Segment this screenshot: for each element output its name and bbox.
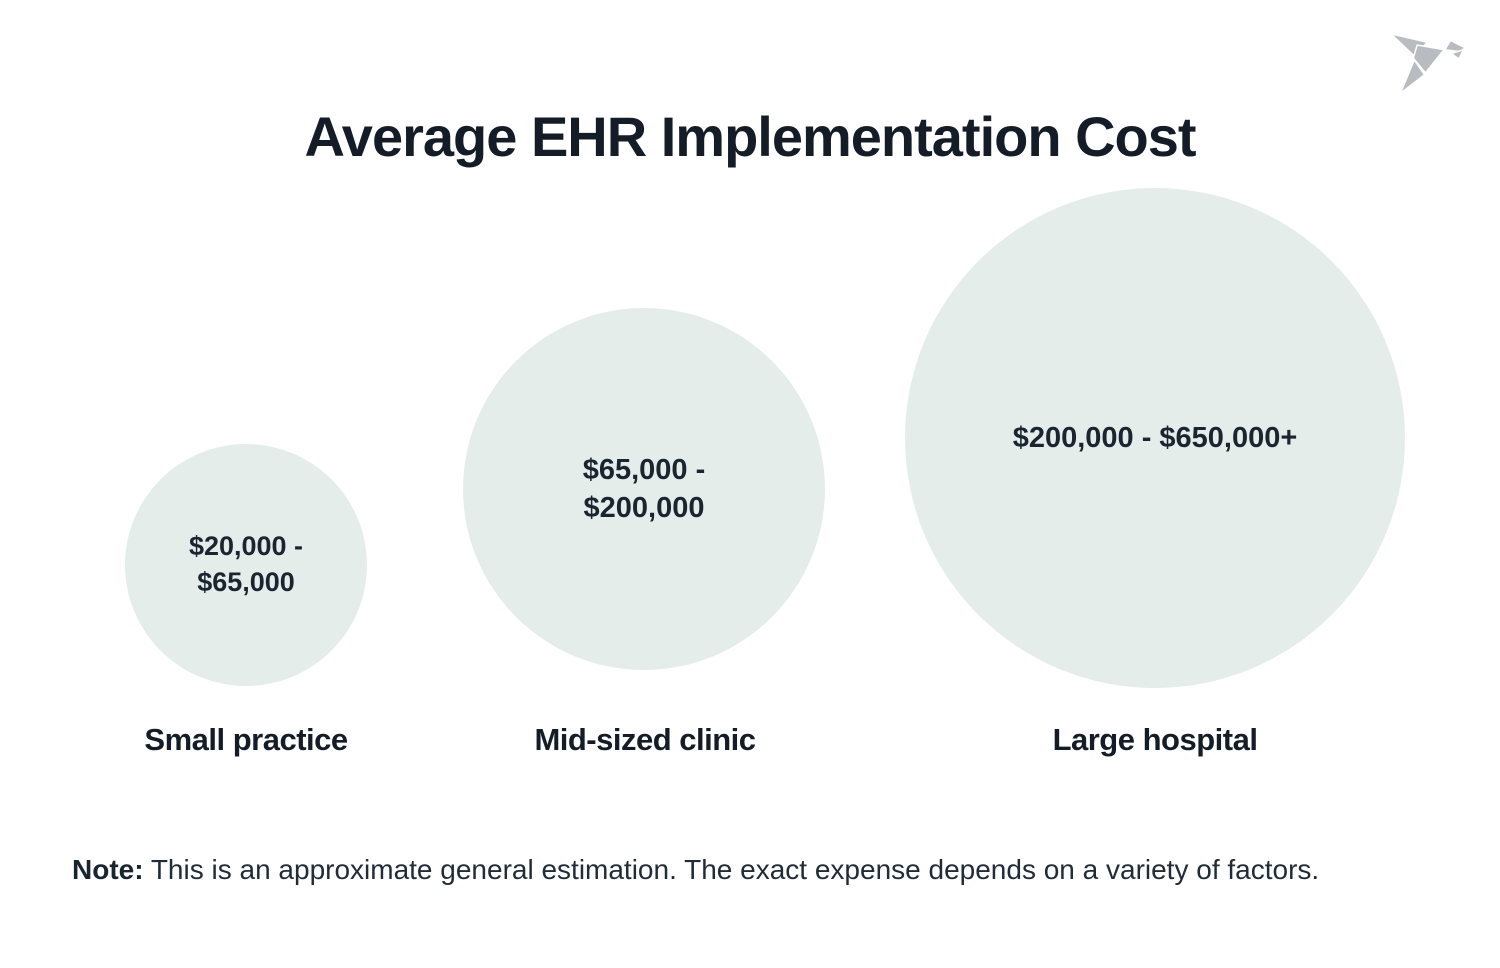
category-label-mid-sized-clinic: Mid-sized clinic xyxy=(534,722,756,757)
bubble-value: $200,000 - $650,000+ xyxy=(1013,419,1298,457)
bubble-mid-sized-clinic: $65,000 - $200,000 xyxy=(463,308,825,670)
bubble-value: $65,000 - $200,000 xyxy=(583,451,706,528)
bubble-value-line-1: $200,000 - $650,000+ xyxy=(1012,421,1298,454)
bubble-value-line-2: $65,000 xyxy=(197,567,295,597)
note-label: Note: xyxy=(72,854,144,885)
bubble-large-hospital: $200,000 - $650,000+ xyxy=(905,188,1405,688)
bubble-value-line-1: $65,000 - xyxy=(582,453,706,486)
bubble-value: $20,000 - $65,000 xyxy=(189,529,303,600)
chart-title: Average EHR Implementation Cost xyxy=(304,104,1196,168)
category-label-large-hospital: Large hospital xyxy=(1052,722,1258,757)
bird-tail xyxy=(1399,59,1426,95)
note-text: This is an approximate general estimatio… xyxy=(143,854,1320,885)
bubble-value-line-1: $20,000 - xyxy=(188,531,304,562)
category-label-small-practice: Small practice xyxy=(144,722,348,757)
bubble-value-line-2: $200,000 xyxy=(583,492,705,524)
bird-body xyxy=(1412,44,1445,74)
origami-bird-logo-icon xyxy=(1390,33,1467,95)
bird-head xyxy=(1444,39,1467,53)
note: Note: This is an approximate general est… xyxy=(72,846,1432,893)
bubble-small-practice: $20,000 - $65,000 xyxy=(125,444,367,686)
bird-beak xyxy=(1450,48,1465,60)
